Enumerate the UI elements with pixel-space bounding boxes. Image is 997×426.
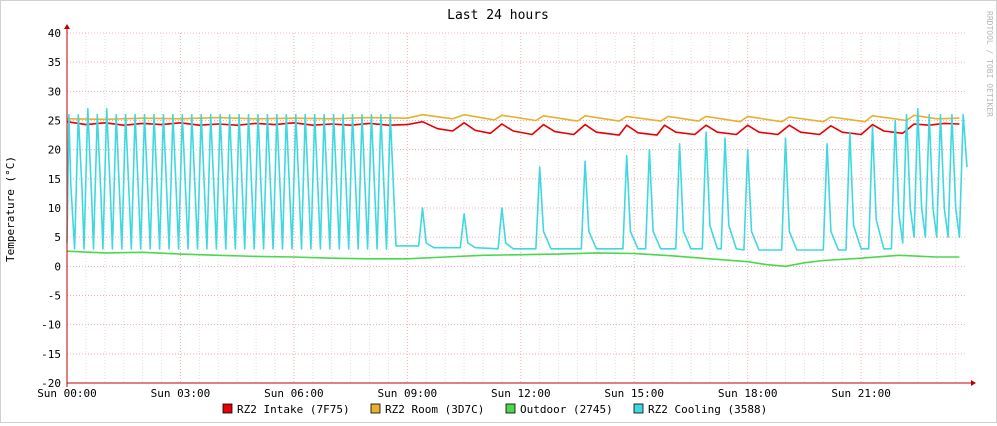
legend-swatch bbox=[370, 403, 381, 414]
series-line-1 bbox=[66, 113, 960, 123]
y-tick-label: 10 bbox=[48, 202, 61, 215]
x-tick-label: Sun 15:00 bbox=[604, 387, 664, 400]
legend-label: RZ2 Room (3D7C) bbox=[385, 403, 484, 416]
legend-item: Outdoor (2745) bbox=[505, 403, 613, 416]
x-axis-arrow bbox=[971, 380, 976, 386]
legend-swatch bbox=[505, 403, 516, 414]
legend-item: RZ2 Cooling (3588) bbox=[633, 403, 767, 416]
y-axis-label: Temperature (°C) bbox=[4, 156, 17, 262]
y-tick-label: 40 bbox=[48, 27, 61, 40]
y-tick-label: 25 bbox=[48, 115, 61, 128]
series-line-0 bbox=[66, 120, 960, 136]
series-layer bbox=[66, 108, 968, 268]
x-tick-label: Sun 09:00 bbox=[378, 387, 438, 400]
y-tick-label: -10 bbox=[41, 319, 61, 332]
legend-swatch bbox=[633, 403, 644, 414]
grid-lines bbox=[66, 32, 967, 384]
y-tick-label: 35 bbox=[48, 56, 61, 69]
y-tick-label: -20 bbox=[41, 377, 61, 390]
legend-label: RZ2 Cooling (3588) bbox=[648, 403, 767, 416]
legend-item: RZ2 Intake (7F75) bbox=[222, 403, 350, 416]
x-tick-label: Sun 18:00 bbox=[718, 387, 778, 400]
y-axis-arrow bbox=[64, 24, 70, 29]
y-tick-label: 5 bbox=[54, 231, 61, 244]
y-tick-label: 30 bbox=[48, 85, 61, 98]
legend-label: Outdoor (2745) bbox=[520, 403, 613, 416]
series-line-2 bbox=[66, 250, 960, 268]
axes bbox=[64, 24, 976, 387]
legend: RZ2 Intake (7F75) RZ2 Room (3D7C) Outdoor … bbox=[222, 403, 767, 416]
y-tick-label: -5 bbox=[48, 290, 61, 303]
x-tick-label: Sun 12:00 bbox=[491, 387, 551, 400]
watermark-text: RRDTOOL / TOBI OETIKER bbox=[985, 11, 994, 117]
y-tick-label: -15 bbox=[41, 348, 61, 361]
x-tick-label: Sun 00:00 bbox=[37, 387, 97, 400]
y-tick-label: 15 bbox=[48, 173, 61, 186]
legend-item: RZ2 Room (3D7C) bbox=[370, 403, 484, 416]
x-tick-label: Sun 21:00 bbox=[831, 387, 891, 400]
legend-swatch bbox=[222, 403, 233, 414]
x-tick-label: Sun 03:00 bbox=[151, 387, 211, 400]
chart-title: Last 24 hours bbox=[447, 8, 549, 23]
x-tick-label: Sun 06:00 bbox=[264, 387, 324, 400]
legend-label: RZ2 Intake (7F75) bbox=[237, 403, 350, 416]
series-line-3 bbox=[66, 108, 968, 251]
y-tick-label: 20 bbox=[48, 144, 61, 157]
y-tick-label: 0 bbox=[54, 260, 61, 273]
